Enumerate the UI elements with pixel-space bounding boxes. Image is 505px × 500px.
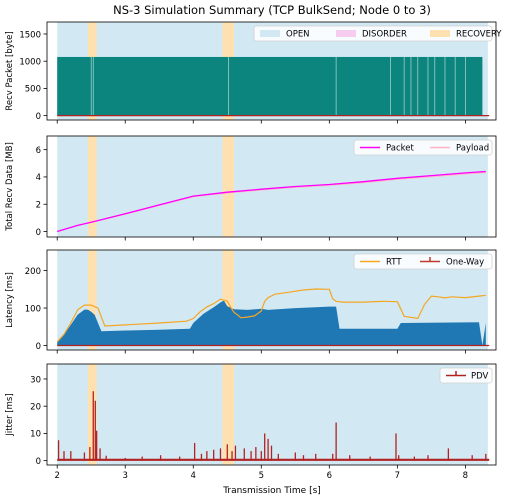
axes-frame bbox=[46, 21, 497, 121]
y-tick-label: 1000 bbox=[19, 58, 41, 68]
legend-label-one-way: One-Way bbox=[446, 258, 484, 268]
legend-label-payload: Payload bbox=[456, 144, 489, 154]
x-tick-label: 4 bbox=[191, 471, 196, 481]
panel-latency: 0 100 200 Latency [ms] RTT One-Way bbox=[5, 249, 497, 354]
legend-label-packet: Packet bbox=[386, 144, 414, 154]
panel-recv-data: 0 2 4 6 Total Recv Data [MB] Packet Payload bbox=[5, 135, 497, 241]
legend: RTT One-Way bbox=[353, 253, 493, 270]
y-tick-label: 500 bbox=[25, 85, 41, 95]
axes-frame bbox=[46, 135, 497, 238]
legend-swatch-recovery bbox=[430, 30, 450, 37]
y-tick-label: 1500 bbox=[19, 30, 41, 40]
recovery-band bbox=[87, 364, 97, 465]
y-axis-label: Total Recv Data [MB] bbox=[5, 142, 15, 232]
y-tick-label: 2 bbox=[36, 201, 41, 211]
x-tick-label: 3 bbox=[123, 471, 128, 481]
figure-title: NS-3 Simulation Summary (TCP BulkSend; N… bbox=[113, 3, 431, 17]
x-tick-label: 6 bbox=[327, 471, 332, 481]
axes-frame bbox=[46, 363, 497, 466]
panel-jitter: 0 10 20 30 2 3 4 5 6 7 8 Jitter [ms] PDV bbox=[5, 363, 497, 481]
y-tick-label: 0 bbox=[36, 112, 41, 122]
y-tick-label: 0 bbox=[36, 342, 41, 352]
series-rtt-line bbox=[56, 288, 486, 343]
y-axis-label: Latency [ms] bbox=[5, 272, 15, 328]
y-tick-label: 100 bbox=[25, 304, 41, 314]
legend-swatch-open bbox=[260, 30, 280, 37]
legend: OPEN DISORDER RECOVERY bbox=[253, 25, 502, 42]
y-tick-label: 0 bbox=[36, 457, 41, 467]
series-one-way-area bbox=[57, 300, 486, 346]
y-tick-label: 4 bbox=[36, 173, 41, 183]
y-tick-label: 200 bbox=[25, 267, 41, 277]
open-band bbox=[57, 364, 488, 465]
recovery-band bbox=[87, 250, 97, 350]
legend-label-disorder: DISORDER bbox=[362, 30, 407, 40]
x-tick-label: 7 bbox=[395, 471, 400, 481]
y-axis-label: Jitter [ms] bbox=[5, 393, 15, 436]
legend-label-recovery: RECOVERY bbox=[456, 30, 502, 40]
x-tick-label: 2 bbox=[54, 471, 59, 481]
x-tick-label: 8 bbox=[463, 471, 468, 481]
legend: PDV bbox=[439, 367, 493, 384]
series-packet-line bbox=[57, 170, 486, 233]
legend-box bbox=[253, 25, 493, 42]
y-tick-label: 10 bbox=[30, 430, 41, 440]
recovery-band bbox=[222, 250, 235, 350]
plot-area bbox=[57, 364, 490, 465]
legend-swatch-disorder bbox=[336, 30, 356, 37]
x-axis-label: Transmission Time [s] bbox=[222, 486, 321, 496]
recv-packet-bars bbox=[57, 56, 483, 116]
axes-frame bbox=[46, 249, 497, 351]
recovery-band bbox=[222, 136, 235, 237]
y-tick-label: 6 bbox=[36, 146, 41, 156]
recovery-band bbox=[87, 136, 97, 237]
legend-label-rtt: RTT bbox=[386, 258, 402, 268]
y-axis-label: Recv Packet [byte] bbox=[5, 31, 15, 110]
y-tick-label: 30 bbox=[30, 375, 41, 385]
legend-box bbox=[353, 139, 493, 156]
recovery-band bbox=[222, 364, 235, 465]
legend-label-open: OPEN bbox=[286, 30, 310, 40]
panel-recv-packet: 0 500 1000 1500 Recv Packet [byte] OPEN DISORD… bbox=[5, 21, 502, 124]
y-tick-label: 20 bbox=[30, 402, 41, 412]
y-tick-label: 0 bbox=[36, 228, 41, 238]
legend-label-pdv: PDV bbox=[471, 372, 489, 382]
x-tick-label: 5 bbox=[259, 471, 264, 481]
legend: Packet Payload bbox=[353, 139, 493, 156]
